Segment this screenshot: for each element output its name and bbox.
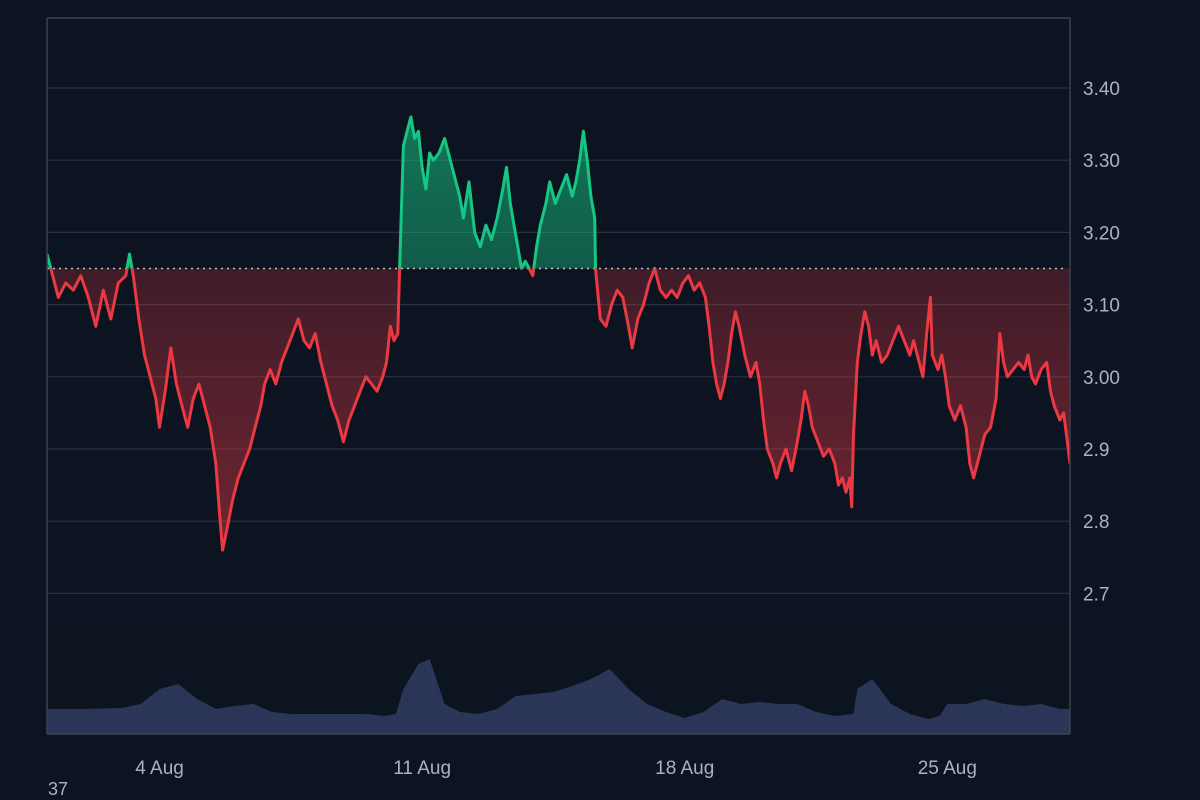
price-area-below-baseline (47, 268, 1070, 551)
y-tick-label: 3.10 (1083, 296, 1120, 317)
y-tick-label: 2.8 (1083, 512, 1109, 533)
price-line-below-baseline (49, 268, 1070, 552)
y-axis-ticks: 3.40 3.30 3.20 3.10 3.00 2.9 2.8 2.7 (1083, 79, 1120, 605)
corner-label: 37 (48, 779, 69, 799)
y-tick-label: 2.7 (1083, 584, 1109, 605)
x-tick-label: 4 Aug (135, 758, 184, 779)
volume-area (47, 659, 1070, 734)
price-line (47, 115, 1070, 552)
x-tick-label: 25 Aug (918, 758, 977, 779)
y-tick-label: 3.40 (1083, 79, 1120, 100)
price-line-above-baseline (47, 115, 657, 269)
y-tick-label: 3.20 (1083, 223, 1120, 244)
price-area (47, 116, 1070, 551)
x-axis-ticks: 4 Aug 11 Aug 18 Aug 25 Aug (135, 758, 977, 779)
price-area-above-baseline (47, 116, 1070, 269)
volume-series (46, 624, 1071, 734)
x-tick-label: 11 Aug (393, 758, 451, 779)
y-tick-label: 2.9 (1083, 440, 1109, 461)
x-tick-label: 18 Aug (655, 758, 714, 779)
y-tick-label: 3.30 (1083, 151, 1120, 172)
plot-frame (46, 17, 1071, 735)
y-tick-label: 3.00 (1083, 368, 1120, 389)
